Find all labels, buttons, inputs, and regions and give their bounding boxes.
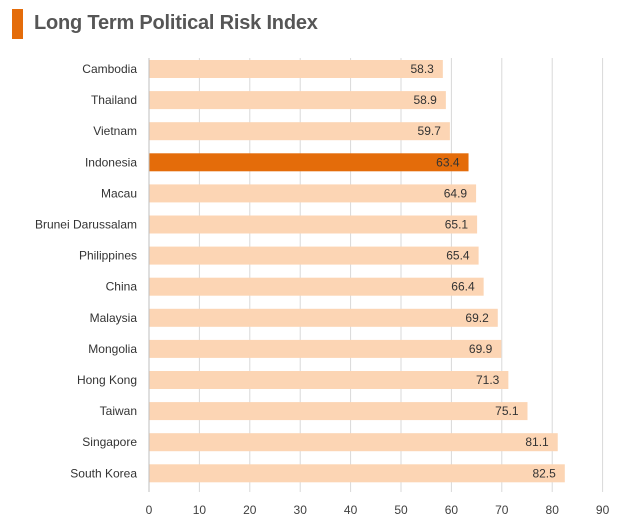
- category-label: Cambodia: [82, 62, 137, 76]
- x-tick-label: 70: [495, 503, 509, 517]
- bar-value-label: 65.1: [445, 218, 469, 232]
- x-tick-label: 50: [394, 503, 408, 517]
- bar-value-label: 64.9: [444, 186, 468, 200]
- bar-value-label: 66.4: [451, 280, 475, 294]
- bar: [149, 215, 478, 234]
- bar: [149, 339, 502, 358]
- bar: [149, 91, 446, 110]
- category-label: Taiwan: [100, 404, 137, 418]
- bar: [149, 246, 479, 265]
- x-tick-label: 10: [193, 503, 207, 517]
- chart-title: Long Term Political Risk Index: [34, 12, 318, 34]
- x-tick-label: 90: [596, 503, 610, 517]
- bar-value-label: 81.1: [525, 435, 549, 449]
- bar: [149, 371, 509, 389]
- category-label: Brunei Darussalam: [35, 218, 137, 232]
- bar-value-label: 63.4: [436, 155, 460, 169]
- category-label: Philippines: [79, 249, 137, 263]
- bar-value-label: 75.1: [495, 404, 519, 418]
- bar-value-label: 69.2: [465, 311, 489, 325]
- bar: [149, 464, 565, 483]
- bar-value-label: 71.3: [476, 373, 500, 387]
- bar: [149, 277, 484, 296]
- bar-value-label: 65.4: [446, 249, 470, 263]
- bar: [149, 402, 528, 421]
- bar: [149, 60, 443, 78]
- category-label: Thailand: [91, 93, 137, 107]
- bar-value-label: 58.9: [413, 93, 437, 107]
- category-label: Macau: [101, 186, 137, 200]
- title-accent-bar: [12, 9, 23, 39]
- bar-value-label: 69.9: [469, 342, 493, 356]
- category-label: Vietnam: [93, 124, 137, 138]
- bar-value-label: 59.7: [418, 124, 442, 138]
- bar-value-label: 82.5: [532, 466, 556, 480]
- category-label: Singapore: [82, 435, 137, 449]
- category-label: Malaysia: [90, 311, 138, 325]
- category-label: Mongolia: [88, 342, 137, 356]
- x-tick-label: 0: [146, 503, 153, 517]
- bar: [149, 308, 498, 327]
- x-tick-label: 40: [344, 503, 358, 517]
- x-tick-label: 80: [546, 503, 560, 517]
- category-label: China: [106, 280, 138, 294]
- category-label: South Korea: [70, 466, 137, 480]
- x-tick-label: 60: [445, 503, 459, 517]
- category-label: Indonesia: [85, 155, 137, 169]
- bar: [149, 153, 469, 172]
- bar: [149, 433, 558, 452]
- bar: [149, 122, 450, 141]
- category-label: Hong Kong: [77, 373, 137, 387]
- x-tick-label: 30: [294, 503, 308, 517]
- x-tick-label: 20: [243, 503, 257, 517]
- bar-value-label: 58.3: [410, 62, 434, 76]
- bar: [149, 184, 477, 203]
